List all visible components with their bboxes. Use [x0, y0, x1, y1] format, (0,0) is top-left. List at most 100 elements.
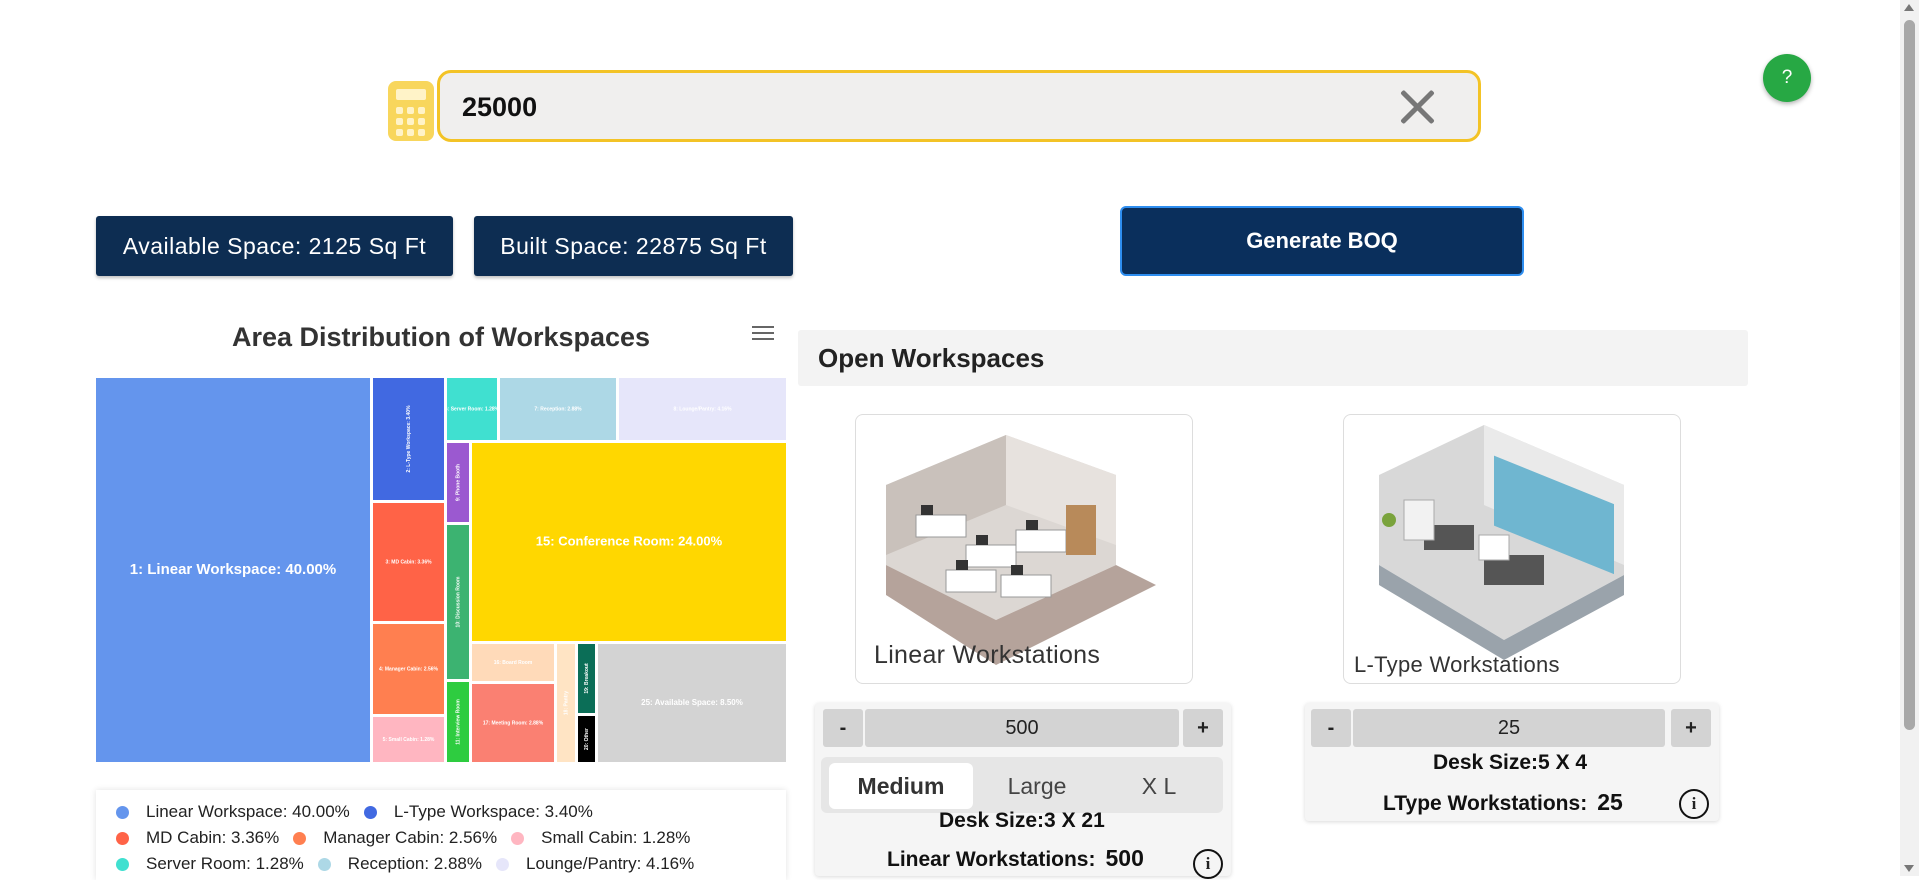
- treemap-tile[interactable]: 3: MD Cabin: 3.36%: [373, 503, 444, 621]
- scroll-down-icon[interactable]: [1904, 865, 1914, 872]
- increment-button[interactable]: +: [1183, 709, 1223, 747]
- count-value: 25: [1597, 789, 1623, 815]
- treemap-rect[interactable]: [619, 378, 786, 440]
- treemap-tile[interactable]: 19: Breakout: [578, 644, 595, 713]
- legend-item[interactable]: Server Room: 1.28%: [116, 854, 304, 874]
- info-icon[interactable]: i: [1193, 849, 1223, 879]
- card-label: L-Type Workstations: [1354, 652, 1560, 677]
- help-button[interactable]: ?: [1763, 54, 1811, 102]
- decrement-button[interactable]: -: [823, 709, 863, 747]
- treemap-tile[interactable]: 16: Board Room: [472, 644, 554, 681]
- treemap-label: 3: MD Cabin: 3.36%: [385, 559, 432, 565]
- treemap-label: 16: Board Room: [494, 660, 533, 666]
- treemap-tile[interactable]: 5: Small Cabin: 1.28%: [373, 717, 444, 762]
- treemap-tile[interactable]: 10: Discussion Room: [447, 525, 469, 679]
- treemap-rect[interactable]: [447, 378, 497, 440]
- treemap-rect[interactable]: [373, 624, 444, 714]
- treemap-label: 6: Server Room: 1.28%: [445, 406, 500, 412]
- treemap-rect[interactable]: [472, 644, 554, 681]
- treemap-label: 15: Conference Room: 24.00%: [536, 533, 723, 548]
- treemap-tile[interactable]: 20: Other: [578, 716, 595, 762]
- chart-legend: Linear Workspace: 40.00% L-Type Workspac…: [96, 790, 786, 880]
- decrement-button[interactable]: -: [1311, 709, 1351, 747]
- treemap-tile[interactable]: 6: Server Room: 1.28%: [445, 378, 500, 440]
- treemap-rect[interactable]: [598, 644, 786, 762]
- treemap-tile[interactable]: 11: Interview Room: [447, 682, 469, 762]
- treemap-tile[interactable]: 4: Manager Cabin: 2.56%: [373, 624, 444, 714]
- treemap-label: 2: L-Type Workspace: 3.40%: [406, 405, 412, 473]
- treemap-tile[interactable]: 1: Linear Workspace: 40.00%: [96, 378, 370, 762]
- built-space-badge: Built Space: 22875 Sq Ft: [474, 216, 793, 276]
- legend-item[interactable]: Lounge/Pantry: 4.16%: [496, 854, 694, 874]
- treemap-chart: 1: Linear Workspace: 40.00% 2: L-Type Wor…: [96, 378, 786, 762]
- treemap-label: 11: Interview Room: [455, 699, 461, 745]
- scroll-thumb[interactable]: [1904, 20, 1915, 730]
- treemap-tile[interactable]: 7: Reception: 2.88%: [500, 378, 616, 440]
- count-label: LType Workstations:: [1383, 792, 1588, 815]
- size-tab-medium[interactable]: Medium: [829, 763, 973, 809]
- treemap-label: 8: Lounge/Pantry: 4.16%: [673, 406, 732, 412]
- treemap-label: 10: Discussion Room: [455, 576, 461, 627]
- linear-controls: - 500 + Medium Large X L Desk Size:3 X 2…: [815, 703, 1231, 879]
- treemap-label: 19: Breakout: [584, 663, 590, 694]
- quantity-value[interactable]: 500: [865, 709, 1179, 747]
- chart-title: Area Distribution of Workspaces: [231, 322, 651, 352]
- legend-row: Linear Workspace: 40.00% L-Type Workspac…: [116, 802, 607, 822]
- desk-size-text: Desk Size:5 X 4: [1433, 751, 1588, 774]
- treemap-rect[interactable]: [500, 378, 616, 440]
- clear-icon[interactable]: [1394, 83, 1440, 129]
- ltype-workstation-card[interactable]: L-Type Workstations: [1343, 414, 1681, 684]
- page-scrollbar[interactable]: [1900, 0, 1919, 876]
- legend-item[interactable]: Manager Cabin: 2.56%: [293, 828, 497, 848]
- desk-size-text: Desk Size:3 X 21: [939, 809, 1105, 832]
- treemap-rect[interactable]: [472, 684, 554, 762]
- legend-row: Server Room: 1.28% Reception: 2.88% Loun…: [116, 854, 708, 874]
- treemap-rect[interactable]: [373, 503, 444, 621]
- treemap-tile[interactable]: 9: Phone Booth: [447, 443, 469, 522]
- legend-item[interactable]: Linear Workspace: 40.00%: [116, 802, 350, 822]
- treemap-label: 18: Pantry: [563, 691, 569, 715]
- treemap-tile[interactable]: 17: Meeting Room: 2.88%: [472, 684, 554, 762]
- legend-item[interactable]: Reception: 2.88%: [317, 854, 482, 874]
- treemap-rect[interactable]: [447, 525, 469, 679]
- treemap-rect[interactable]: [557, 644, 575, 762]
- treemap-label: 7: Reception: 2.88%: [534, 406, 582, 412]
- treemap-label: 17: Meeting Room: 2.88%: [483, 720, 544, 726]
- size-tab-large[interactable]: Large: [1007, 772, 1067, 799]
- treemap-tile[interactable]: 2: L-Type Workspace: 3.40%: [373, 378, 444, 500]
- area-input[interactable]: [460, 85, 1384, 129]
- scroll-up-icon[interactable]: [1904, 4, 1914, 11]
- office-illustration: [1379, 425, 1624, 660]
- legend-item[interactable]: Small Cabin: 1.28%: [511, 828, 690, 848]
- legend-row: MD Cabin: 3.36% Manager Cabin: 2.56% Sma…: [116, 828, 704, 848]
- chart-menu-icon[interactable]: [752, 326, 774, 342]
- treemap-rect[interactable]: [96, 378, 370, 762]
- treemap-tile[interactable]: 8: Lounge/Pantry: 4.16%: [619, 378, 786, 440]
- treemap-tile[interactable]: 25: Available Space: 8.50%: [598, 644, 786, 762]
- increment-button[interactable]: +: [1671, 709, 1711, 747]
- count-value: 500: [1105, 845, 1144, 871]
- treemap-rect[interactable]: [447, 443, 469, 522]
- treemap-label: 20: Other: [584, 728, 590, 750]
- info-icon[interactable]: i: [1679, 789, 1709, 819]
- legend-item[interactable]: L-Type Workspace: 3.40%: [363, 802, 593, 822]
- treemap-rect[interactable]: [373, 717, 444, 762]
- open-workspaces-heading: Open Workspaces: [798, 330, 1748, 386]
- office-illustration: [886, 435, 1156, 665]
- generate-boq-button[interactable]: Generate BOQ: [1120, 206, 1524, 276]
- treemap-rect[interactable]: [373, 378, 444, 500]
- quantity-value[interactable]: 25: [1353, 709, 1665, 747]
- card-label: Linear Workstations: [874, 641, 1101, 669]
- linear-workstation-card[interactable]: Linear Workstations: [855, 414, 1193, 684]
- size-tab-xl[interactable]: X L: [1141, 772, 1177, 799]
- treemap-label: 25: Available Space: 8.50%: [641, 698, 743, 707]
- treemap-rect[interactable]: [472, 443, 786, 641]
- treemap-rect[interactable]: [578, 716, 595, 762]
- treemap-rect[interactable]: [447, 682, 469, 762]
- treemap-rect[interactable]: [578, 644, 595, 713]
- treemap-tile[interactable]: 18: Pantry: [557, 644, 575, 762]
- treemap-label: 5: Small Cabin: 1.28%: [383, 737, 435, 743]
- legend-item[interactable]: MD Cabin: 3.36%: [116, 828, 279, 848]
- treemap-label: 4: Manager Cabin: 2.56%: [379, 666, 438, 672]
- treemap-tile[interactable]: 15: Conference Room: 24.00%: [472, 443, 786, 641]
